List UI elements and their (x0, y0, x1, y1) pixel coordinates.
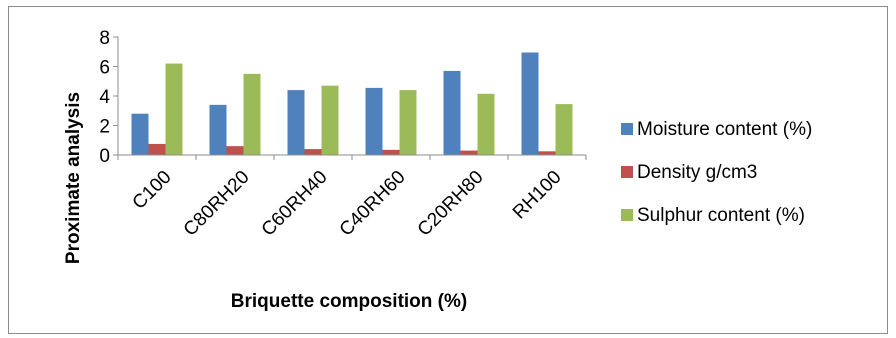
y-tick-label: 2 (99, 117, 110, 138)
x-tick-label: C60RH40 (258, 167, 332, 241)
y-tick-label: 8 (99, 28, 110, 49)
x-tick-label: C20RH80 (414, 167, 488, 241)
y-axis-title: Proximate analysis (63, 92, 84, 264)
x-tick-label: C40RH60 (336, 167, 410, 241)
bar (443, 70, 461, 155)
bar (243, 73, 261, 155)
bar (538, 151, 556, 155)
legend-label: Density g/cm3 (637, 162, 757, 183)
bar (382, 149, 400, 155)
x-axis-ticks: C100 C80RH20 C60RH40 C40RH60 C20RH80 RH100 (117, 155, 587, 241)
legend-swatch (621, 123, 633, 135)
y-tick-label: 4 (99, 87, 110, 108)
bar (209, 104, 227, 155)
bar (399, 90, 417, 155)
chart-frame: 0 2 4 6 8 C100 C80RH20 C60RH40 C40RH60 C20RH80 RH… (8, 6, 888, 334)
legend-swatch (621, 209, 633, 221)
bar (521, 52, 539, 155)
y-tick-label: 0 (99, 146, 110, 167)
bar (321, 85, 339, 155)
bar (304, 149, 322, 155)
x-tick-label: C100 (129, 167, 176, 214)
legend: Moisture content (%) Density g/cm3 Sulphur… (621, 119, 812, 226)
bars (131, 52, 573, 155)
bar (460, 150, 478, 155)
y-axis-ticks: 0 2 4 6 8 (99, 28, 118, 167)
x-tick-label: C80RH20 (180, 167, 254, 241)
x-axis-title: Briquette composition (%) (231, 291, 467, 312)
bar (365, 87, 383, 155)
bar (148, 143, 166, 155)
bar (555, 104, 573, 155)
y-tick-label: 6 (99, 58, 110, 79)
bar (226, 146, 244, 155)
x-tick-label: RH100 (509, 167, 566, 224)
bar (131, 113, 149, 155)
legend-label: Moisture content (%) (637, 119, 812, 140)
bar (287, 90, 305, 155)
bar (477, 93, 495, 155)
bar-chart: 0 2 4 6 8 C100 C80RH20 C60RH40 C40RH60 C20RH80 RH… (63, 28, 812, 312)
bar (165, 63, 183, 155)
legend-swatch (621, 166, 633, 178)
legend-label: Sulphur content (%) (637, 205, 805, 226)
